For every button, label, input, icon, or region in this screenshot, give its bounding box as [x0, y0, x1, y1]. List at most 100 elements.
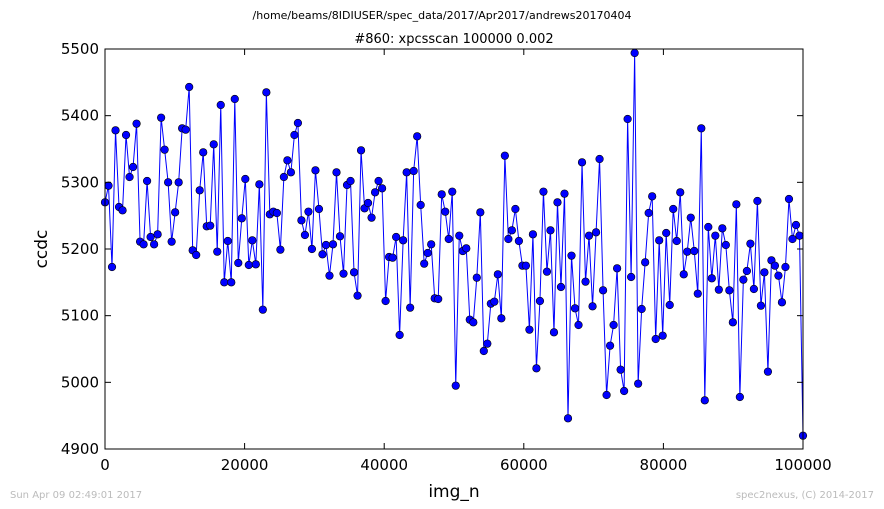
footer-credit: spec2nexus, (C) 2014-2017 — [736, 490, 874, 501]
data-point — [469, 318, 478, 327]
data-point — [104, 181, 113, 190]
data-point — [718, 224, 727, 233]
data-point — [255, 180, 264, 189]
x-axis-label: img_n — [428, 482, 479, 502]
data-point — [406, 303, 415, 312]
data-point — [704, 222, 713, 232]
data-point — [448, 187, 457, 196]
data-point — [683, 247, 692, 256]
data-point — [199, 148, 208, 157]
data-point — [669, 204, 678, 214]
data-point — [150, 240, 159, 249]
data-point — [648, 192, 657, 201]
data-point — [721, 240, 730, 250]
data-point — [735, 392, 744, 402]
data-point — [784, 194, 794, 204]
data-point — [707, 274, 716, 283]
data-point — [374, 176, 383, 186]
data-point — [749, 284, 759, 294]
data-point — [356, 146, 366, 155]
data-point — [244, 260, 253, 270]
chart-title: #860: xpcsscan 100000 0.002 — [354, 32, 553, 47]
data-point — [756, 301, 766, 310]
data-point — [795, 231, 804, 240]
data-point — [167, 237, 176, 246]
y-tick-label: 5200 — [61, 240, 99, 258]
data-point — [791, 220, 801, 230]
data-point — [549, 328, 559, 337]
data-point — [455, 231, 464, 240]
data-point — [581, 277, 590, 286]
data-point — [553, 198, 562, 207]
data-point — [570, 304, 580, 313]
data-point — [237, 214, 246, 223]
series-line — [104, 52, 804, 436]
data-point — [462, 244, 471, 253]
x-tick-label: 20000 — [221, 456, 269, 474]
data-point — [732, 200, 741, 209]
data-point — [107, 262, 117, 272]
data-point — [227, 278, 236, 287]
data-point — [620, 386, 629, 396]
data-point — [623, 114, 632, 124]
data-point — [192, 250, 201, 260]
data-point — [181, 125, 190, 134]
data-point — [479, 346, 488, 356]
data-point — [234, 258, 243, 268]
data-point — [206, 221, 215, 230]
data-point — [157, 113, 166, 122]
data-point — [118, 206, 127, 215]
x-tick-label: 0 — [100, 456, 110, 474]
data-point — [230, 94, 239, 104]
x-tick-label: 40000 — [360, 456, 408, 474]
data-point — [290, 130, 299, 140]
plot-area: 0 20000 40000 60000 80000 100000 4900 5000 5100 5… — [61, 40, 832, 474]
data-point — [627, 272, 636, 282]
data-point — [651, 334, 660, 344]
data-point — [427, 240, 436, 249]
data-point — [602, 390, 611, 400]
data-point — [321, 240, 331, 250]
data-point — [381, 296, 390, 306]
data-point — [760, 268, 769, 277]
data-point — [598, 286, 608, 295]
data-point — [248, 236, 257, 245]
data-point — [521, 261, 531, 270]
data-point — [363, 198, 373, 208]
data-point — [111, 126, 120, 135]
data-point — [402, 168, 411, 177]
data-point — [690, 246, 699, 256]
data-point — [637, 304, 646, 314]
data-point — [272, 208, 281, 218]
data-point — [595, 154, 604, 164]
data-point — [416, 200, 425, 210]
data-point — [472, 273, 481, 282]
data-point — [335, 232, 345, 241]
data-point — [770, 261, 780, 270]
data-point — [325, 271, 334, 280]
suptitle: /home/beams/8IDIUSER/spec_data/2017/Apr2… — [253, 9, 632, 22]
data-point — [279, 172, 288, 182]
data-point — [213, 247, 222, 256]
data-point — [560, 189, 569, 198]
data-point — [304, 207, 313, 216]
data-point — [223, 236, 232, 246]
data-point — [434, 294, 443, 304]
data-point — [525, 325, 534, 334]
data-point — [763, 367, 773, 376]
data-point — [399, 236, 408, 245]
data-point — [546, 226, 555, 235]
y-tick-label: 5100 — [61, 307, 99, 325]
data-point — [774, 271, 783, 280]
data-point — [146, 232, 155, 242]
data-point — [574, 320, 583, 330]
data-point — [346, 176, 355, 186]
data-point — [332, 168, 341, 177]
data-point — [539, 187, 548, 196]
data-point — [297, 216, 306, 225]
data-point — [497, 314, 506, 323]
x-tick-label: 60000 — [500, 456, 548, 474]
data-point — [483, 339, 492, 348]
data-point — [220, 278, 229, 287]
data-point — [672, 236, 681, 246]
